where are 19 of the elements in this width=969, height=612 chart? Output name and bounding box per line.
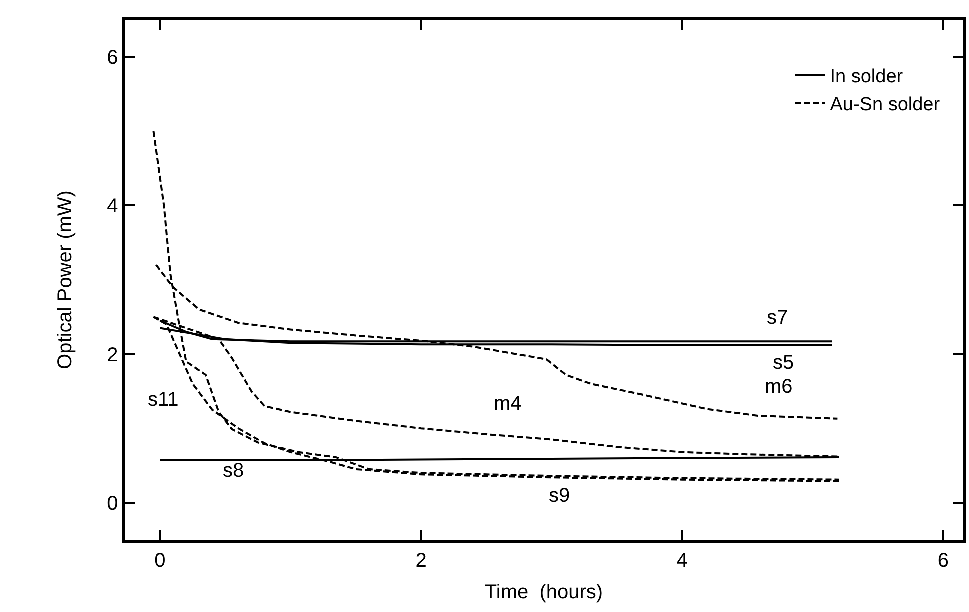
annotation: m6 (765, 376, 793, 398)
y-tick-label: 6 (107, 47, 118, 70)
annotation: s9 (549, 485, 570, 507)
x-tick-label: 4 (676, 550, 688, 572)
legend-label: Au-Sn solder (830, 94, 941, 116)
y-tick-label: 0 (107, 492, 118, 515)
x-axis-title: Time (hours) (484, 581, 604, 604)
annotation: m4 (494, 393, 522, 415)
y-tick-label: 2 (107, 344, 118, 366)
x-tick-label: 0 (154, 550, 166, 572)
annotation: s5 (773, 352, 794, 374)
y-tick-label: 4 (107, 196, 118, 218)
annotation: s11 (148, 389, 179, 411)
annotation: s7 (767, 307, 788, 329)
x-tick-label: 6 (938, 550, 949, 572)
y-axis-title: Optical Power (mW) (54, 190, 77, 370)
x-tick-label: 2 (416, 550, 427, 572)
legend-label: In solder (830, 66, 904, 88)
annotation: s8 (223, 460, 244, 482)
